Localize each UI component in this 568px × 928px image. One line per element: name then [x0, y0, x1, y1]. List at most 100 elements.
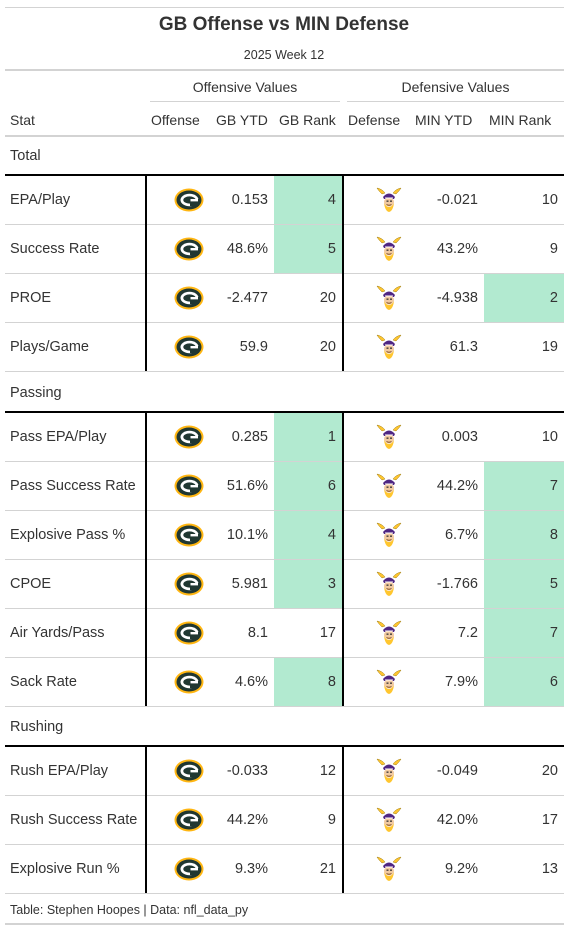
min-rank-cell: 19: [484, 323, 564, 371]
packers-logo-icon: [174, 335, 204, 359]
col-header-stat: Stat: [10, 112, 35, 128]
gb-rank-cell: 4: [274, 511, 342, 559]
stat-label: Rush EPA/Play: [10, 763, 109, 779]
table-row: Explosive Pass % 10.1% 4 6.7% 8: [5, 511, 564, 560]
table-row: Plays/Game 59.9 20 61.3 19: [5, 323, 564, 372]
min-rank-cell: 2: [484, 274, 564, 322]
row-divider: [5, 893, 564, 894]
gb-rank-cell: 20: [274, 323, 342, 371]
min-ytd-value: 43.2%: [436, 241, 478, 257]
row-divider: [5, 706, 564, 707]
offense-column-divider: [145, 745, 147, 893]
column-header-rule: [5, 135, 564, 137]
gb-rank-value: 17: [319, 625, 336, 641]
bottom-rule: [5, 923, 564, 925]
gb-ytd-value: 44.2%: [226, 812, 268, 828]
defensive-spanner-line: [347, 101, 564, 102]
stat-label: EPA/Play: [10, 192, 71, 208]
stat-label: Pass Success Rate: [10, 478, 136, 494]
gb-rank-cell: 21: [274, 845, 342, 893]
min-rank-cell: 10: [484, 176, 564, 224]
gb-rank-value: 3: [327, 576, 336, 592]
min-ytd-value: -0.049: [436, 763, 478, 779]
gb-rank-value: 21: [319, 861, 336, 877]
offense-column-divider: [145, 411, 147, 706]
col-header-gb-rank: GB Rank: [279, 112, 336, 128]
col-header-min-ytd: MIN YTD: [415, 112, 473, 128]
table-row: Rush EPA/Play -0.033 12 -0.049 20: [5, 747, 564, 796]
stat-label: Success Rate: [10, 241, 100, 257]
row-group-total: Total: [10, 148, 41, 164]
gb-rank-cell: 17: [274, 609, 342, 657]
min-ytd-value: 9.2%: [444, 861, 478, 877]
row-divider: [5, 559, 564, 560]
gb-rank-cell: 1: [274, 413, 342, 461]
packers-logo-icon: [174, 523, 204, 547]
offensive-spanner-line: [150, 101, 340, 102]
stat-label: Explosive Run %: [10, 861, 120, 877]
vikings-logo-icon: [376, 807, 402, 833]
col-header-offense: Offense: [151, 112, 200, 128]
min-ytd-value: 7.9%: [444, 674, 478, 690]
row-group-passing: Passing: [10, 385, 62, 401]
vikings-logo-icon: [376, 669, 402, 695]
min-rank-value: 7: [549, 478, 558, 494]
group-body-rule: [5, 411, 564, 413]
row-divider: [5, 657, 564, 658]
offensive-values-spanner: Offensive Values: [192, 79, 298, 95]
defense-column-divider: [342, 411, 344, 706]
source-note: Table: Stephen Hoopes | Data: nfl_data_p…: [10, 903, 249, 917]
min-rank-value: 19: [541, 339, 558, 355]
min-rank-cell: 8: [484, 511, 564, 559]
row-divider: [5, 844, 564, 845]
min-rank-value: 6: [549, 674, 558, 690]
vikings-logo-icon: [376, 424, 402, 450]
table-row: Pass Success Rate 51.6% 6 44.2% 7: [5, 462, 564, 511]
gb-rank-value: 12: [319, 763, 336, 779]
gb-rank-cell: 4: [274, 176, 342, 224]
gb-ytd-value: 4.6%: [234, 674, 268, 690]
vikings-logo-icon: [376, 571, 402, 597]
gb-rank-value: 20: [319, 290, 336, 306]
col-header-min-rank: MIN Rank: [489, 112, 552, 128]
min-rank-cell: 17: [484, 796, 564, 844]
gb-rank-value: 9: [327, 812, 336, 828]
min-rank-value: 7: [549, 625, 558, 641]
min-rank-cell: 9: [484, 225, 564, 273]
min-rank-value: 5: [549, 576, 558, 592]
packers-logo-icon: [174, 572, 204, 596]
defense-column-divider: [342, 174, 344, 371]
table-title: GB Offense vs MIN Defense: [158, 14, 410, 35]
min-ytd-value: -1.766: [436, 576, 478, 592]
packers-logo-icon: [174, 670, 204, 694]
stat-label: CPOE: [10, 576, 52, 592]
table-row: Pass EPA/Play 0.285 1 0.003 10: [5, 413, 564, 462]
min-rank-cell: 20: [484, 747, 564, 795]
gb-ytd-value: 51.6%: [226, 478, 268, 494]
col-header-gb-ytd: GB YTD: [216, 112, 268, 128]
row-divider: [5, 322, 564, 323]
stat-label: Rush Success Rate: [10, 812, 138, 828]
gb-ytd-value: 5.981: [231, 576, 268, 592]
gb-ytd-value: -0.033: [226, 763, 268, 779]
min-ytd-value: 6.7%: [444, 527, 478, 543]
gb-ytd-value: -2.477: [226, 290, 268, 306]
row-divider: [5, 224, 564, 225]
packers-logo-icon: [174, 237, 204, 261]
packers-logo-icon: [174, 621, 204, 645]
min-rank-value: 13: [541, 861, 558, 877]
min-rank-cell: 6: [484, 658, 564, 706]
gb-ytd-value: 9.3%: [234, 861, 268, 877]
gb-rank-cell: 8: [274, 658, 342, 706]
gb-rank-value: 5: [327, 241, 336, 257]
gb-rank-value: 8: [327, 674, 336, 690]
gb-rank-value: 4: [327, 527, 336, 543]
table-row: Sack Rate 4.6% 8 7.9% 6: [5, 658, 564, 707]
row-divider: [5, 461, 564, 462]
gb-ytd-value: 10.1%: [226, 527, 268, 543]
col-header-defense: Defense: [348, 112, 401, 128]
offense-column-divider: [145, 174, 147, 371]
stat-label: PROE: [10, 290, 52, 306]
gb-ytd-value: 48.6%: [226, 241, 268, 257]
